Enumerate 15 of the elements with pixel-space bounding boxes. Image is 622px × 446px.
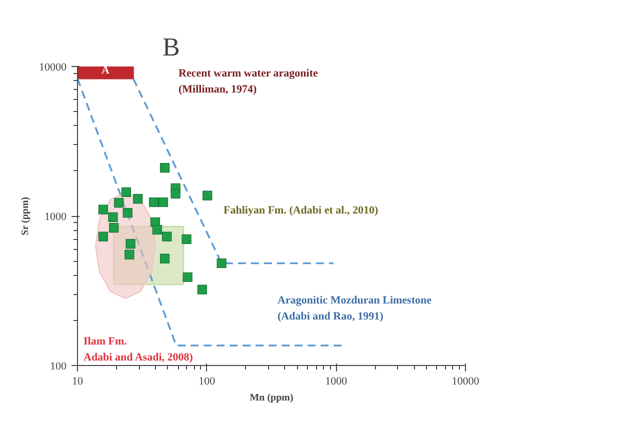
- y-tick-label: 1000: [44, 211, 67, 223]
- y-tick-label: 10000: [39, 62, 67, 74]
- annotation: A: [102, 64, 110, 76]
- y-axis-title: Sr (ppm): [20, 196, 31, 236]
- annotation: Recent warm water aragonite (Milliman, 1974): [178, 68, 318, 96]
- chart-title: B: [162, 32, 180, 62]
- y-tick-label: 100: [50, 360, 67, 372]
- x-tick-label: 100: [198, 376, 216, 388]
- annotation: Ilam Fm. Adabi and Asadi, 2008): [84, 336, 194, 364]
- x-tick-label: 1000: [325, 376, 348, 388]
- annotation: Aragonitic Mozduran Limestone (Adabi and Rao, 1991): [278, 294, 432, 322]
- annotation: Fahliyan Fm. (Adabi et al., 2010): [224, 204, 378, 216]
- x-tick-label: 10: [72, 376, 84, 388]
- x-axis-title: Mn (ppm): [250, 392, 294, 404]
- x-tick-label: 10000: [452, 376, 480, 388]
